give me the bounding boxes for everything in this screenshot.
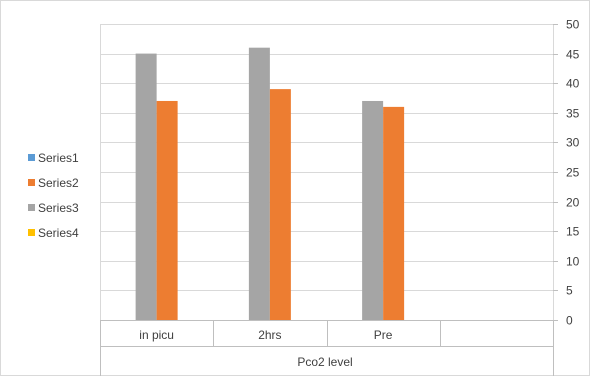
bar-series2 (156, 100, 178, 321)
legend-swatch (28, 229, 35, 236)
legend: Series1 Series2 Series3 Series4 (28, 151, 79, 240)
bar-series3 (362, 100, 384, 321)
bar-series2 (269, 89, 291, 321)
y-tick-label: 20 (566, 196, 580, 210)
bar-series3 (248, 47, 270, 321)
y-tick-label: 30 (566, 136, 580, 150)
y-tick-label: 10 (566, 255, 580, 269)
x-tick-label: Pre (374, 328, 393, 342)
legend-label: Series1 (38, 151, 79, 165)
legend-label: Series4 (38, 226, 79, 240)
legend-swatch (28, 204, 35, 211)
y-tick-label: 25 (566, 166, 580, 180)
legend-label: Series3 (38, 201, 79, 215)
x-tick-label: in picu (139, 328, 174, 342)
bar-series3 (135, 53, 157, 320)
bars (135, 47, 405, 321)
y-tick-label: 50 (566, 18, 580, 32)
y-tick-label: 40 (566, 77, 580, 91)
y-tick-label: 45 (566, 48, 580, 62)
y-tick-label: 35 (566, 107, 580, 121)
y-tick-label: 0 (566, 314, 573, 328)
legend-swatch (28, 154, 35, 161)
x-tick-label: 2hrs (258, 328, 281, 342)
x-axis-title: Pco2 level (297, 355, 352, 369)
legend-swatch (28, 179, 35, 186)
y-tick-label: 5 (566, 284, 573, 298)
y-axis-ticks: 0 5 10 15 20 25 30 35 40 45 50 (553, 18, 580, 328)
bar-series2 (383, 106, 405, 320)
y-tick-label: 15 (566, 225, 580, 239)
x-axis: Pco2 level in picu 2hrs Pre (100, 320, 554, 376)
legend-label: Series2 (38, 176, 79, 190)
